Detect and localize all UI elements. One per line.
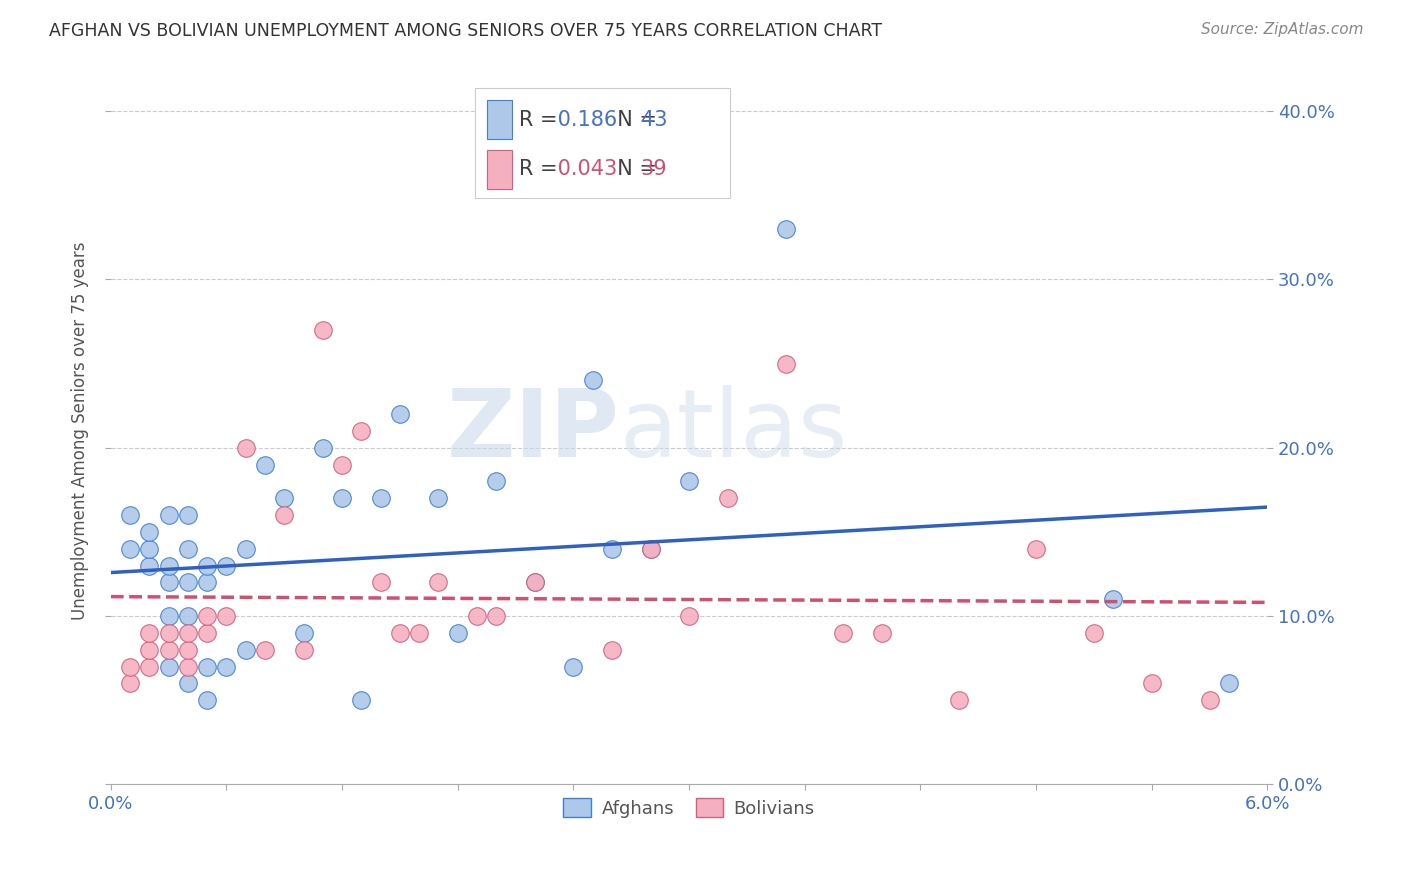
Point (408, 626, 430, 640)
Point (195, 558, 218, 573)
Point (177, 659, 200, 673)
Point (177, 609, 200, 624)
Point (427, 575, 450, 590)
Point (235, 642, 257, 657)
FancyBboxPatch shape (486, 101, 512, 139)
Point (195, 626, 218, 640)
Point (1218, 676, 1240, 690)
Text: N =: N = (603, 110, 664, 130)
Point (215, 659, 238, 673)
Point (157, 659, 180, 673)
Text: R =: R = (519, 160, 564, 179)
FancyBboxPatch shape (486, 150, 512, 189)
Point (485, 609, 508, 624)
Y-axis label: Unemployment Among Seniors over 75 years: Unemployment Among Seniors over 75 years (72, 242, 89, 620)
Point (138, 626, 160, 640)
Point (640, 541, 662, 556)
Point (138, 541, 160, 556)
Point (1083, 626, 1105, 640)
Text: N =: N = (603, 160, 664, 179)
Point (138, 524, 160, 539)
Point (195, 575, 218, 590)
Point (138, 642, 160, 657)
Text: Source: ZipAtlas.com: Source: ZipAtlas.com (1201, 22, 1364, 37)
Point (118, 508, 141, 522)
Point (177, 541, 200, 556)
Point (177, 676, 200, 690)
Point (157, 508, 180, 522)
Point (312, 323, 335, 337)
Point (600, 541, 623, 556)
Legend: Afghans, Bolivians: Afghans, Bolivians (557, 791, 823, 825)
Point (118, 541, 141, 556)
Point (235, 541, 257, 556)
Text: atlas: atlas (620, 385, 848, 477)
Point (775, 222, 797, 236)
Text: ZIP: ZIP (447, 385, 620, 477)
Point (292, 626, 315, 640)
Point (523, 575, 546, 590)
Text: 43: 43 (641, 110, 666, 130)
Point (1102, 592, 1125, 607)
Point (600, 642, 623, 657)
Text: 0.043: 0.043 (551, 160, 617, 179)
Point (1198, 693, 1220, 707)
Point (447, 626, 470, 640)
Point (678, 609, 700, 624)
Point (312, 441, 335, 455)
Point (195, 609, 218, 624)
Point (177, 626, 200, 640)
Point (562, 659, 585, 673)
Point (582, 373, 605, 387)
Point (157, 575, 180, 590)
Point (640, 541, 662, 556)
Point (832, 626, 855, 640)
Point (388, 407, 411, 421)
Point (195, 659, 218, 673)
Point (292, 642, 315, 657)
Point (177, 508, 200, 522)
Point (388, 626, 411, 640)
Point (1140, 676, 1163, 690)
Point (118, 676, 141, 690)
Point (253, 642, 276, 657)
Text: 0.186: 0.186 (551, 110, 617, 130)
Point (118, 659, 141, 673)
Point (523, 575, 546, 590)
Point (138, 558, 160, 573)
Point (138, 659, 160, 673)
Point (157, 558, 180, 573)
Point (253, 458, 276, 472)
Point (427, 491, 450, 506)
Point (330, 458, 353, 472)
Text: AFGHAN VS BOLIVIAN UNEMPLOYMENT AMONG SENIORS OVER 75 YEARS CORRELATION CHART: AFGHAN VS BOLIVIAN UNEMPLOYMENT AMONG SE… (49, 22, 883, 40)
Point (948, 693, 970, 707)
Point (330, 491, 353, 506)
Point (775, 357, 797, 371)
Text: R =: R = (519, 110, 564, 130)
FancyBboxPatch shape (475, 88, 730, 198)
Point (350, 693, 373, 707)
Point (1025, 541, 1047, 556)
Point (177, 575, 200, 590)
Point (157, 642, 180, 657)
Point (273, 491, 295, 506)
Point (157, 609, 180, 624)
Point (177, 642, 200, 657)
Point (465, 609, 488, 624)
Point (235, 441, 257, 455)
Point (370, 575, 392, 590)
Text: 39: 39 (641, 160, 668, 179)
Point (195, 693, 218, 707)
Point (485, 475, 508, 489)
Point (273, 508, 295, 522)
Point (350, 424, 373, 438)
Point (215, 609, 238, 624)
Point (215, 558, 238, 573)
Point (717, 491, 740, 506)
Point (157, 626, 180, 640)
Point (678, 475, 700, 489)
Point (370, 491, 392, 506)
Point (870, 626, 893, 640)
